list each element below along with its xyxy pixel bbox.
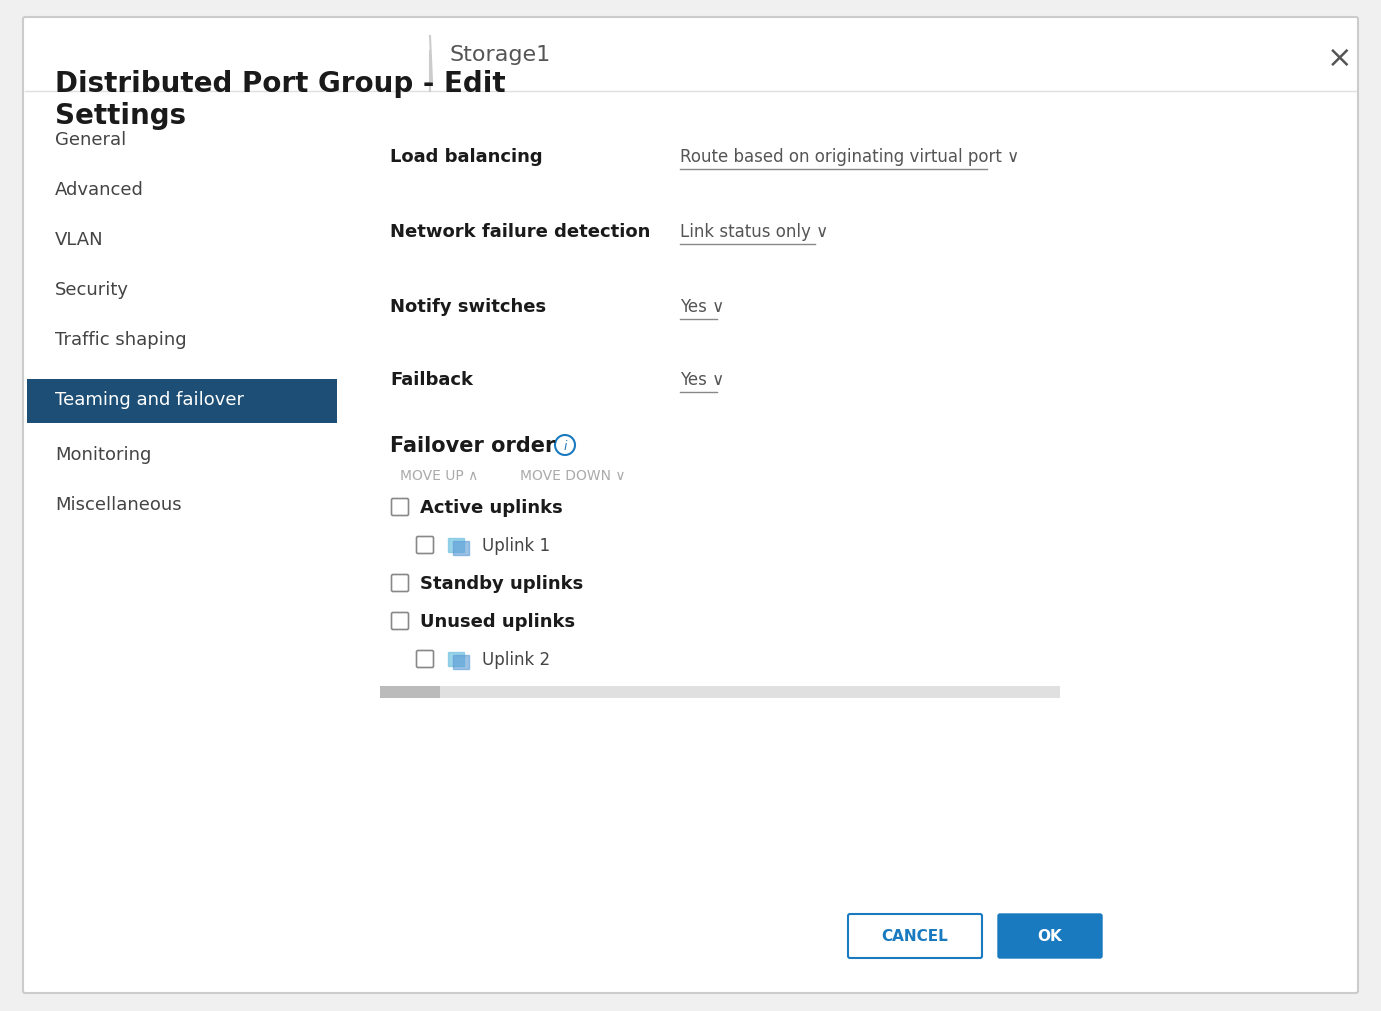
Text: Miscellaneous: Miscellaneous xyxy=(55,495,182,514)
FancyBboxPatch shape xyxy=(391,499,409,516)
Text: Failover order: Failover order xyxy=(389,436,555,456)
Text: CANCEL: CANCEL xyxy=(881,928,949,943)
Text: Teaming and failover: Teaming and failover xyxy=(55,390,244,408)
Text: Unused uplinks: Unused uplinks xyxy=(420,613,574,631)
Text: Link status only ∨: Link status only ∨ xyxy=(679,222,829,241)
Text: MOVE DOWN ∨: MOVE DOWN ∨ xyxy=(521,468,626,482)
Text: Storage1: Storage1 xyxy=(450,44,551,65)
Text: General: General xyxy=(55,130,126,149)
FancyBboxPatch shape xyxy=(453,542,470,555)
FancyBboxPatch shape xyxy=(417,651,434,668)
Text: i: i xyxy=(563,439,566,452)
Text: Failback: Failback xyxy=(389,371,474,388)
FancyBboxPatch shape xyxy=(391,613,409,630)
Text: Uplink 2: Uplink 2 xyxy=(482,650,550,668)
FancyBboxPatch shape xyxy=(23,18,1358,993)
Text: Uplink 1: Uplink 1 xyxy=(482,537,550,554)
Bar xyxy=(28,379,337,424)
Text: OK: OK xyxy=(1037,928,1062,943)
Bar xyxy=(380,686,1061,699)
Text: Route based on originating virtual port ∨: Route based on originating virtual port … xyxy=(679,148,1019,166)
FancyBboxPatch shape xyxy=(447,652,464,666)
Text: Monitoring: Monitoring xyxy=(55,446,152,463)
Text: MOVE UP ∧: MOVE UP ∧ xyxy=(400,468,478,482)
Text: Standby uplinks: Standby uplinks xyxy=(420,574,583,592)
Text: Yes ∨: Yes ∨ xyxy=(679,371,724,388)
Text: Notify switches: Notify switches xyxy=(389,297,545,315)
Text: ×: × xyxy=(1327,43,1353,73)
Text: VLAN: VLAN xyxy=(55,231,104,249)
FancyBboxPatch shape xyxy=(998,914,1102,958)
FancyBboxPatch shape xyxy=(417,537,434,554)
Text: Security: Security xyxy=(55,281,128,298)
FancyBboxPatch shape xyxy=(447,539,464,552)
Text: Traffic shaping: Traffic shaping xyxy=(55,331,186,349)
FancyBboxPatch shape xyxy=(391,575,409,591)
Text: Network failure detection: Network failure detection xyxy=(389,222,650,241)
Text: Advanced: Advanced xyxy=(55,181,144,199)
Bar xyxy=(380,686,441,699)
Text: Yes ∨: Yes ∨ xyxy=(679,297,724,315)
Text: Active uplinks: Active uplinks xyxy=(420,498,562,517)
Text: Load balancing: Load balancing xyxy=(389,148,543,166)
FancyBboxPatch shape xyxy=(848,914,982,958)
Text: Distributed Port Group - Edit
Settings: Distributed Port Group - Edit Settings xyxy=(55,70,505,130)
FancyBboxPatch shape xyxy=(453,655,470,669)
